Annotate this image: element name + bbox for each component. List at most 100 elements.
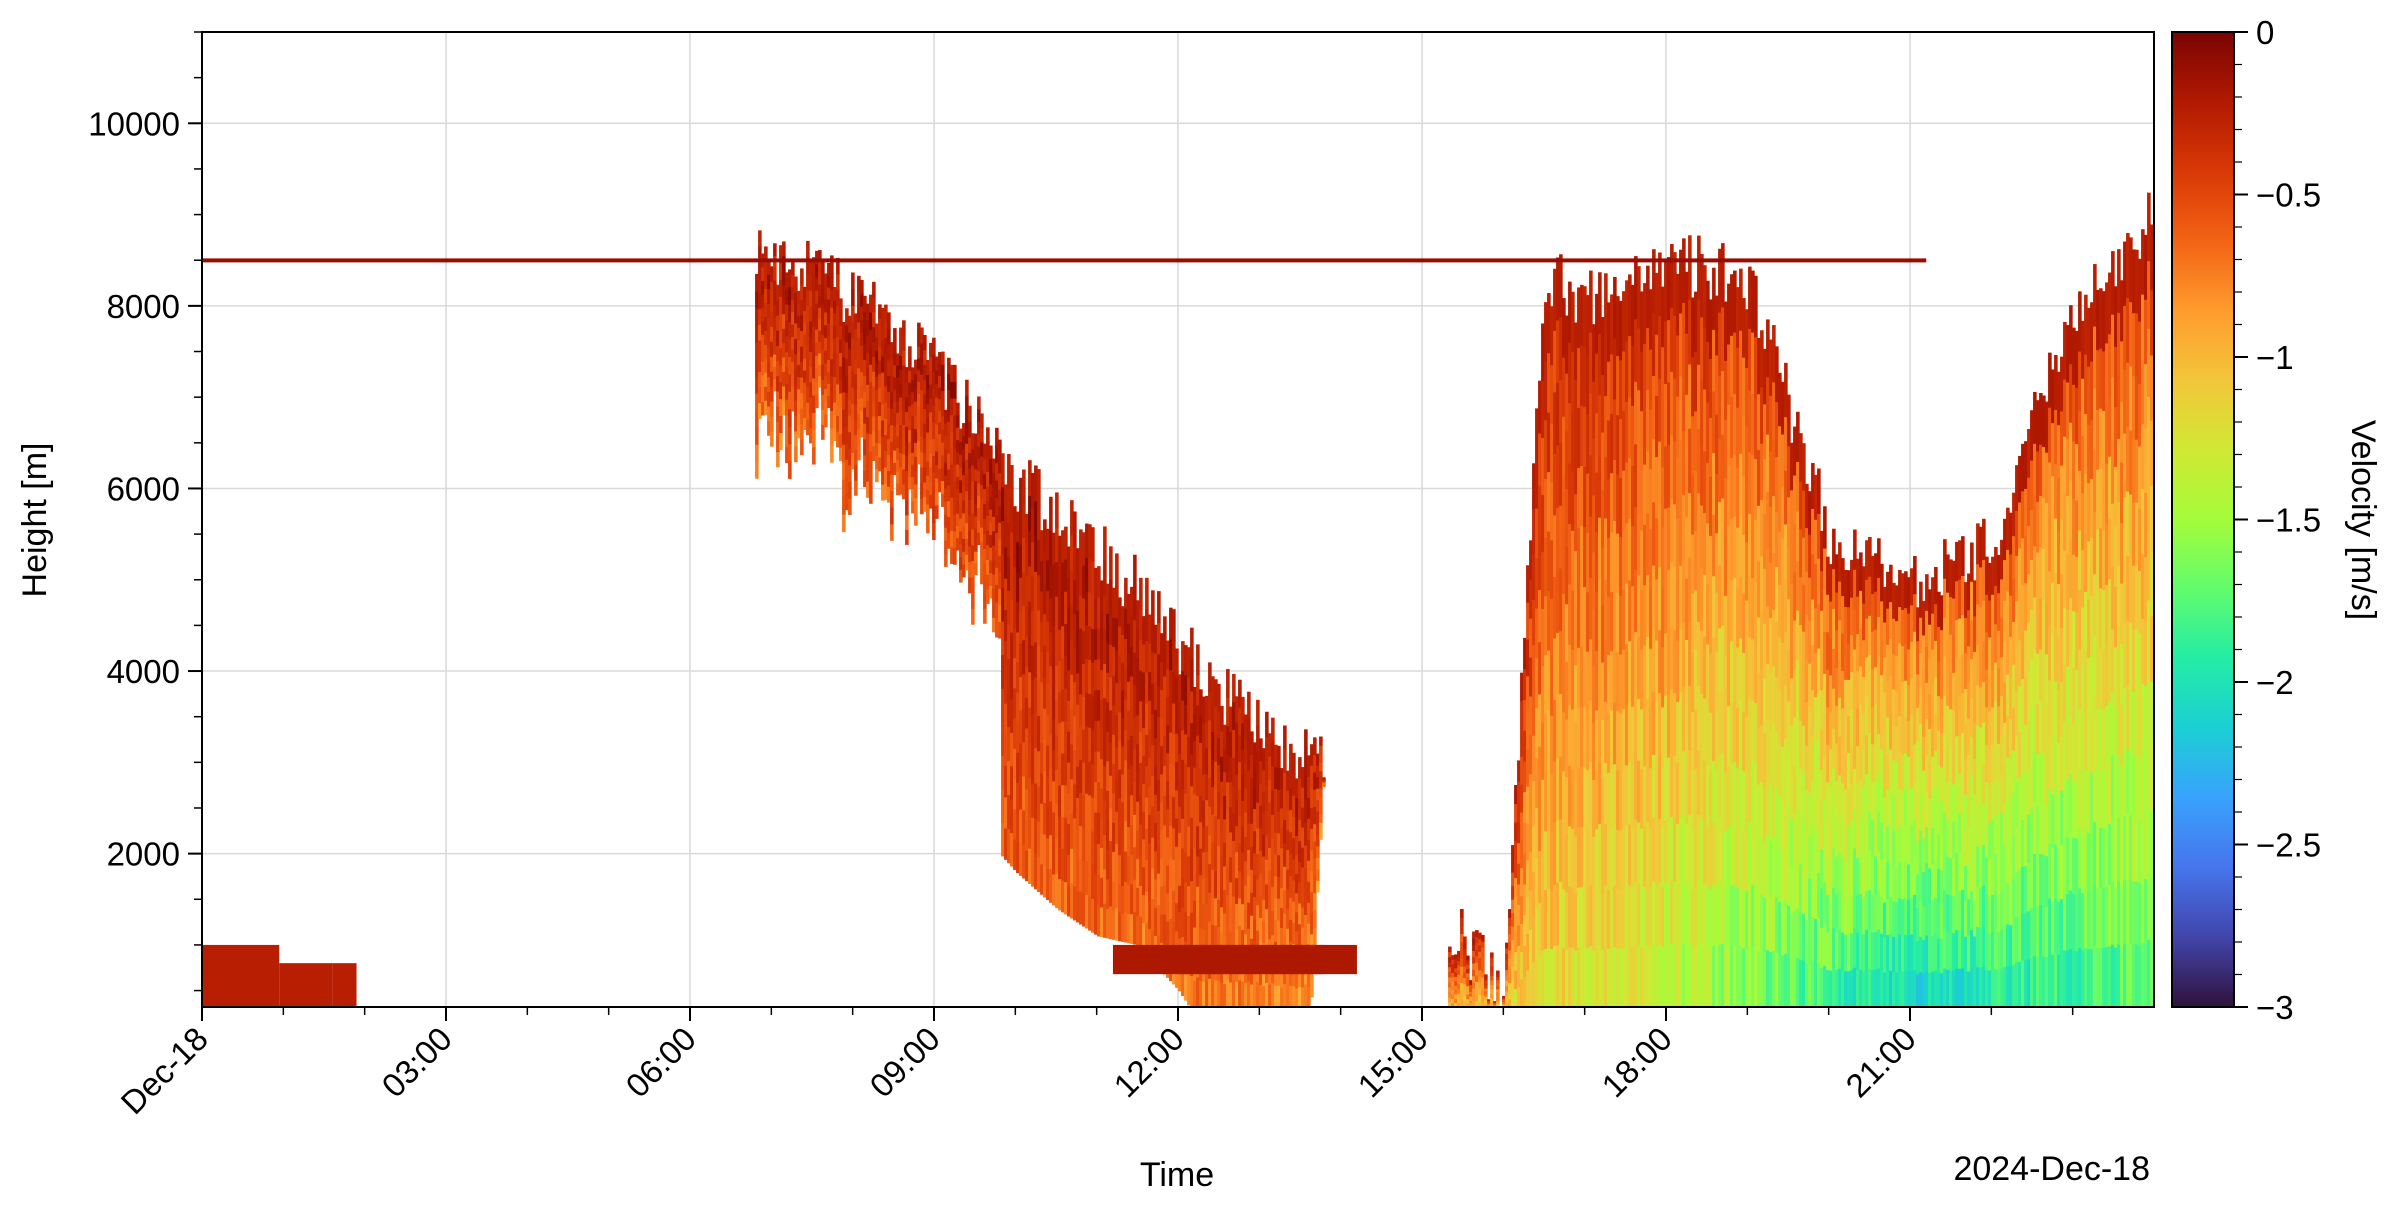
heatmap-cell xyxy=(971,576,975,593)
heatmap-cell xyxy=(1265,712,1269,737)
heatmap-cell xyxy=(974,551,978,563)
heatmap-cell xyxy=(1490,984,1494,989)
heatmap-cell xyxy=(977,396,981,409)
heatmap-cell xyxy=(1145,578,1149,610)
heatmap-cell xyxy=(956,403,960,416)
heatmap-cell xyxy=(941,352,945,365)
heatmap-cell xyxy=(893,340,897,353)
heatmap-cell xyxy=(1304,729,1308,753)
heatmap-cell xyxy=(1484,974,1488,977)
heatmap-cell xyxy=(1490,962,1494,967)
heatmap-cell xyxy=(971,608,975,625)
heatmap-cell xyxy=(812,429,816,447)
heatmap-cell xyxy=(782,256,786,271)
heatmap-cell xyxy=(800,268,804,284)
heatmap-cell xyxy=(890,524,894,541)
heatmap-cell xyxy=(1322,777,1326,778)
heatmap-cell xyxy=(1196,644,1200,675)
heatmap-cell xyxy=(902,350,906,365)
heatmap-cell xyxy=(1172,609,1176,641)
heatmap-cell xyxy=(1463,948,1467,954)
heatmap-cell xyxy=(851,272,855,289)
heatmap-cell xyxy=(1466,973,1470,978)
heatmap-cell xyxy=(815,394,819,408)
heatmap-cell xyxy=(986,427,990,442)
heatmap-cell xyxy=(941,377,945,390)
heatmap-cell xyxy=(1319,796,1323,805)
heatmap-cell xyxy=(779,415,783,433)
heatmap-cell xyxy=(1037,469,1041,505)
heatmap-cell xyxy=(860,280,864,294)
heatmap-cell xyxy=(854,480,858,496)
heatmap-cell xyxy=(1247,692,1251,719)
heatmap-cell xyxy=(1157,591,1161,623)
heatmap-cell xyxy=(905,500,909,515)
heatmap-cell xyxy=(1283,749,1287,773)
heatmap-cell xyxy=(1490,980,1494,985)
heatmap-cell xyxy=(974,563,978,575)
heatmap-cell xyxy=(1049,497,1053,531)
heatmap-cell xyxy=(1313,737,1317,755)
heatmap-cell xyxy=(926,518,930,533)
heatmap-cell xyxy=(836,274,840,290)
heatmap-cell xyxy=(953,381,957,398)
heatmap-cell xyxy=(902,320,906,335)
heatmap-cell xyxy=(902,335,906,350)
heatmap-cell xyxy=(869,486,873,504)
heatmap-cell xyxy=(1466,956,1470,961)
heatmap-cell xyxy=(1490,975,1494,980)
heatmap-cell xyxy=(1316,869,1320,881)
heatmap-cell xyxy=(1319,745,1323,754)
heatmap-cell xyxy=(1721,243,1725,307)
heatmap-cell xyxy=(1490,952,1494,957)
heatmap-cell xyxy=(872,282,876,297)
heatmap-cell xyxy=(839,298,843,312)
heatmap-cell xyxy=(1787,395,1791,447)
heatmap-cell xyxy=(1316,857,1320,869)
heatmap-cell xyxy=(755,427,759,445)
heatmap-cell xyxy=(1490,993,1494,998)
heatmap-cell xyxy=(1226,669,1230,698)
heatmap-cell xyxy=(1283,725,1287,749)
heatmap-cell xyxy=(905,530,909,545)
heatmap-cell xyxy=(965,380,969,396)
heatmap-cell xyxy=(1481,947,1485,954)
heatmap-cell xyxy=(890,507,894,524)
heatmap-cell xyxy=(1970,543,1974,582)
heatmap-cell xyxy=(1823,506,1827,548)
heatmap-cell xyxy=(830,445,834,463)
heatmap-cell xyxy=(773,243,777,256)
heatmap-cell xyxy=(1463,942,1467,948)
heatmap-cell xyxy=(1316,846,1320,858)
heatmap-cell xyxy=(1010,465,1014,499)
heatmap-cell xyxy=(983,608,987,624)
heatmap-cell xyxy=(1151,590,1155,621)
heatmap-cell xyxy=(1460,909,1464,918)
heatmap-cell xyxy=(1022,469,1026,504)
heatmap-cell xyxy=(812,412,816,430)
heatmap-cell xyxy=(935,491,939,505)
heatmap-cell xyxy=(914,470,918,484)
heatmap-cell xyxy=(1319,831,1323,840)
heatmap-cell xyxy=(1460,925,1464,934)
heatmap-cell xyxy=(914,511,918,525)
heatmap-cell xyxy=(1277,746,1281,768)
heatmap-cell xyxy=(932,523,936,540)
heatmap-cell xyxy=(971,592,975,609)
heatmap-cell xyxy=(953,365,957,382)
heatmap-cell xyxy=(1481,941,1485,948)
heatmap-cell xyxy=(980,428,984,443)
heatmap-cell xyxy=(1271,718,1275,743)
heatmap-cell xyxy=(1481,935,1485,942)
heatmap-cell xyxy=(980,413,984,428)
heatmap-cell xyxy=(1313,893,1317,911)
heatmap-cell xyxy=(1091,527,1095,561)
heatmap-cell xyxy=(1319,737,1323,746)
heatmap-cell xyxy=(1589,271,1593,333)
heatmap-cell xyxy=(1313,910,1317,928)
heatmap-cell xyxy=(788,443,792,461)
heatmap-cell xyxy=(914,498,918,512)
heatmap-cell xyxy=(1109,546,1113,579)
heatmap-cell xyxy=(1175,648,1179,677)
heatmap-cell xyxy=(1256,700,1260,726)
